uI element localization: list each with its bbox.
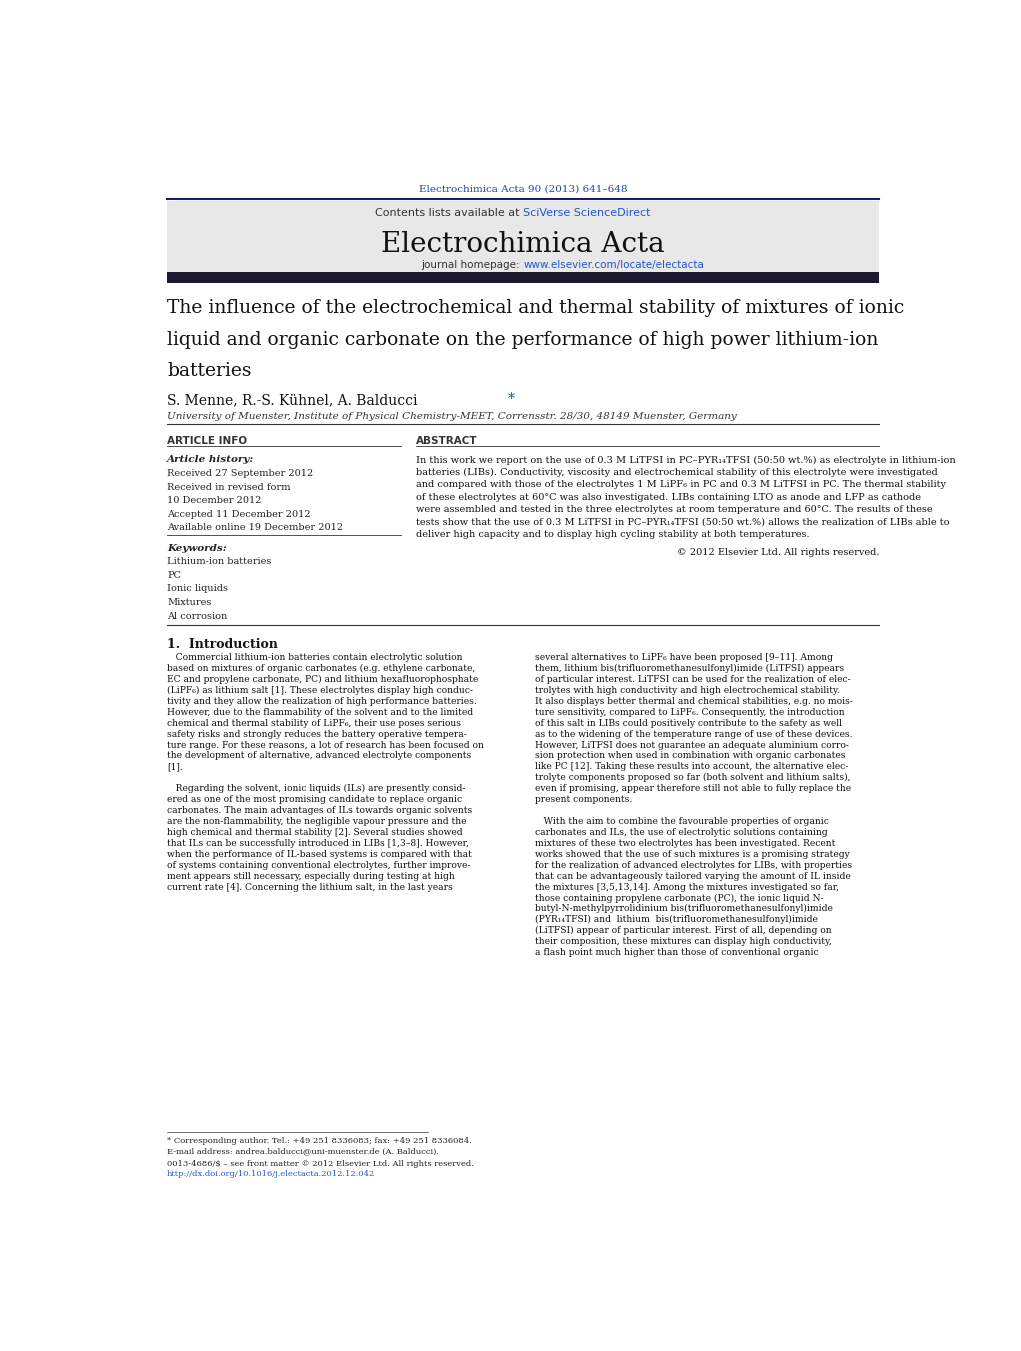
Text: © 2012 Elsevier Ltd. All rights reserved.: © 2012 Elsevier Ltd. All rights reserved… xyxy=(677,549,879,557)
Text: them, lithium bis(trifluoromethanesulfonyl)imide (LiTFSI) appears: them, lithium bis(trifluoromethanesulfon… xyxy=(535,665,844,673)
Text: a flash point much higher than those of conventional organic: a flash point much higher than those of … xyxy=(535,948,819,957)
Text: the mixtures [3,5,13,14]. Among the mixtures investigated so far,: the mixtures [3,5,13,14]. Among the mixt… xyxy=(535,882,839,892)
Text: the development of alternative, advanced electrolyte components: the development of alternative, advanced… xyxy=(167,751,472,761)
Text: chemical and thermal stability of LiPF₆, their use poses serious: chemical and thermal stability of LiPF₆,… xyxy=(167,719,461,728)
Text: Electrochimica Acta 90 (2013) 641–648: Electrochimica Acta 90 (2013) 641–648 xyxy=(419,185,628,195)
Text: trolyte components proposed so far (both solvent and lithium salts),: trolyte components proposed so far (both… xyxy=(535,773,850,782)
Text: of these electrolytes at 60°C was also investigated. LIBs containing LTO as anod: of these electrolytes at 60°C was also i… xyxy=(417,493,921,503)
Text: of particular interest. LiTFSI can be used for the realization of elec-: of particular interest. LiTFSI can be us… xyxy=(535,676,850,684)
Text: when the performance of IL-based systems is compared with that: when the performance of IL-based systems… xyxy=(167,850,472,859)
Text: (PYR₁₄TFSI) and  lithium  bis(trifluoromethanesulfonyl)imide: (PYR₁₄TFSI) and lithium bis(trifluoromet… xyxy=(535,915,818,924)
Text: are the non-flammability, the negligible vapour pressure and the: are the non-flammability, the negligible… xyxy=(167,817,467,825)
Text: liquid and organic carbonate on the performance of high power lithium-ion: liquid and organic carbonate on the perf… xyxy=(167,331,878,349)
Text: * Corresponding author. Tel.: +49 251 8336083; fax: +49 251 8336084.: * Corresponding author. Tel.: +49 251 83… xyxy=(167,1136,472,1144)
Text: Available online 19 December 2012: Available online 19 December 2012 xyxy=(167,523,343,532)
Text: Commercial lithium-ion batteries contain electrolytic solution: Commercial lithium-ion batteries contain… xyxy=(167,653,463,662)
Text: butyl-N-methylpyrrolidinium bis(trifluoromethanesulfonyl)imide: butyl-N-methylpyrrolidinium bis(trifluor… xyxy=(535,904,833,913)
Text: that ILs can be successfully introduced in LIBs [1,3–8]. However,: that ILs can be successfully introduced … xyxy=(167,839,469,848)
Text: Keywords:: Keywords: xyxy=(167,544,227,553)
Text: Received in revised form: Received in revised form xyxy=(167,482,291,492)
Text: batteries: batteries xyxy=(167,362,252,380)
Text: ture sensitivity, compared to LiPF₆. Consequently, the introduction: ture sensitivity, compared to LiPF₆. Con… xyxy=(535,708,844,717)
Text: deliver high capacity and to display high cycling stability at both temperatures: deliver high capacity and to display hig… xyxy=(417,531,810,539)
Text: based on mixtures of organic carbonates (e.g. ethylene carbonate,: based on mixtures of organic carbonates … xyxy=(167,665,476,673)
Text: tivity and they allow the realization of high performance batteries.: tivity and they allow the realization of… xyxy=(167,697,477,705)
Text: safety risks and strongly reduces the battery operative tempera-: safety risks and strongly reduces the ba… xyxy=(167,730,467,739)
Text: With the aim to combine the favourable properties of organic: With the aim to combine the favourable p… xyxy=(535,817,829,825)
Text: carbonates and ILs, the use of electrolytic solutions containing: carbonates and ILs, the use of electroly… xyxy=(535,828,828,836)
Text: Mixtures: Mixtures xyxy=(167,598,211,607)
Text: current rate [4]. Concerning the lithium salt, in the last years: current rate [4]. Concerning the lithium… xyxy=(167,882,453,892)
Text: Received 27 September 2012: Received 27 September 2012 xyxy=(167,469,313,478)
Text: E-mail address: andrea.balducci@uni-muenster.de (A. Balducci).: E-mail address: andrea.balducci@uni-muen… xyxy=(167,1147,439,1155)
Text: PC: PC xyxy=(167,571,181,580)
Text: 10 December 2012: 10 December 2012 xyxy=(167,496,261,505)
Text: It also displays better thermal and chemical stabilities, e.g. no mois-: It also displays better thermal and chem… xyxy=(535,697,854,705)
Text: (LiPF₆) as lithium salt [1]. These electrolytes display high conduc-: (LiPF₆) as lithium salt [1]. These elect… xyxy=(167,686,473,694)
Text: ture range. For these reasons, a lot of research has been focused on: ture range. For these reasons, a lot of … xyxy=(167,740,484,750)
Text: journal homepage:: journal homepage: xyxy=(422,259,523,270)
Text: [1].: [1]. xyxy=(167,762,183,771)
Text: University of Muenster, Institute of Physical Chemistry-MEET, Corrensstr. 28/30,: University of Muenster, Institute of Phy… xyxy=(167,412,737,420)
Text: Article history:: Article history: xyxy=(167,455,254,465)
Text: However, due to the flammability of the solvent and to the limited: However, due to the flammability of the … xyxy=(167,708,474,717)
Text: sion protection when used in combination with organic carbonates: sion protection when used in combination… xyxy=(535,751,845,761)
Text: mixtures of these two electrolytes has been investigated. Recent: mixtures of these two electrolytes has b… xyxy=(535,839,835,848)
Text: trolytes with high conductivity and high electrochemical stability.: trolytes with high conductivity and high… xyxy=(535,686,840,694)
Text: *: * xyxy=(507,392,515,407)
Text: Electrochimica Acta: Electrochimica Acta xyxy=(382,231,665,258)
Text: Regarding the solvent, ionic liquids (ILs) are presently consid-: Regarding the solvent, ionic liquids (IL… xyxy=(167,784,466,793)
Text: as to the widening of the temperature range of use of these devices.: as to the widening of the temperature ra… xyxy=(535,730,853,739)
Text: Ionic liquids: Ionic liquids xyxy=(167,585,228,593)
Text: those containing propylene carbonate (PC), the ionic liquid N-: those containing propylene carbonate (PC… xyxy=(535,893,824,902)
Text: In this work we report on the use of 0.3 M LiTFSI in PC–PYR₁₄TFSI (50:50 wt.%) a: In this work we report on the use of 0.3… xyxy=(417,455,956,465)
Text: The influence of the electrochemical and thermal stability of mixtures of ionic: The influence of the electrochemical and… xyxy=(167,300,905,317)
Text: ABSTRACT: ABSTRACT xyxy=(417,436,478,446)
Text: works showed that the use of such mixtures is a promising strategy: works showed that the use of such mixtur… xyxy=(535,850,849,859)
Text: even if promising, appear therefore still not able to fully replace the: even if promising, appear therefore stil… xyxy=(535,784,852,793)
Text: SciVerse ScienceDirect: SciVerse ScienceDirect xyxy=(523,208,650,218)
Text: Al corrosion: Al corrosion xyxy=(167,612,228,620)
Text: were assembled and tested in the three electrolytes at room temperature and 60°C: were assembled and tested in the three e… xyxy=(417,505,933,515)
Text: ARTICLE INFO: ARTICLE INFO xyxy=(167,436,247,446)
Text: of systems containing conventional electrolytes, further improve-: of systems containing conventional elect… xyxy=(167,861,471,870)
Text: of this salt in LIBs could positively contribute to the safety as well: of this salt in LIBs could positively co… xyxy=(535,719,842,728)
Text: that can be advantageously tailored varying the amount of IL inside: that can be advantageously tailored vary… xyxy=(535,871,850,881)
Text: present components.: present components. xyxy=(535,796,632,804)
Text: and compared with those of the electrolytes 1 M LiPF₆ in PC and 0.3 M LiTFSI in : and compared with those of the electroly… xyxy=(417,481,946,489)
Text: Lithium-ion batteries: Lithium-ion batteries xyxy=(167,558,272,566)
Text: like PC [12]. Taking these results into account, the alternative elec-: like PC [12]. Taking these results into … xyxy=(535,762,848,771)
Text: www.elsevier.com/locate/electacta: www.elsevier.com/locate/electacta xyxy=(523,259,704,270)
FancyBboxPatch shape xyxy=(167,200,879,273)
Text: http://dx.doi.org/10.1016/j.electacta.2012.12.042: http://dx.doi.org/10.1016/j.electacta.20… xyxy=(167,1170,376,1178)
Text: However, LiTFSI does not guarantee an adequate aluminium corro-: However, LiTFSI does not guarantee an ad… xyxy=(535,740,849,750)
Text: S. Menne, R.-S. Kühnel, A. Balducci: S. Menne, R.-S. Kühnel, A. Balducci xyxy=(167,393,418,407)
Text: 1.  Introduction: 1. Introduction xyxy=(167,638,278,651)
FancyBboxPatch shape xyxy=(167,273,879,282)
Text: for the realization of advanced electrolytes for LIBs, with properties: for the realization of advanced electrol… xyxy=(535,861,853,870)
Text: high chemical and thermal stability [2]. Several studies showed: high chemical and thermal stability [2].… xyxy=(167,828,463,836)
Text: Accepted 11 December 2012: Accepted 11 December 2012 xyxy=(167,509,310,519)
Text: Contents lists available at: Contents lists available at xyxy=(376,208,523,218)
Text: several alternatives to LiPF₆ have been proposed [9–11]. Among: several alternatives to LiPF₆ have been … xyxy=(535,653,833,662)
Text: carbonates. The main advantages of ILs towards organic solvents: carbonates. The main advantages of ILs t… xyxy=(167,807,473,815)
Text: ered as one of the most promising candidate to replace organic: ered as one of the most promising candid… xyxy=(167,796,463,804)
Text: EC and propylene carbonate, PC) and lithium hexafluorophosphate: EC and propylene carbonate, PC) and lith… xyxy=(167,676,479,684)
Text: (LiTFSI) appear of particular interest. First of all, depending on: (LiTFSI) appear of particular interest. … xyxy=(535,927,832,935)
Text: tests show that the use of 0.3 M LiTFSI in PC–PYR₁₄TFSI (50:50 wt.%) allows the : tests show that the use of 0.3 M LiTFSI … xyxy=(417,517,950,527)
Text: 0013-4686/$ – see front matter © 2012 Elsevier Ltd. All rights reserved.: 0013-4686/$ – see front matter © 2012 El… xyxy=(167,1159,474,1167)
Text: batteries (LIBs). Conductivity, viscosity and electrochemical stability of this : batteries (LIBs). Conductivity, viscosit… xyxy=(417,467,938,477)
Text: ment appears still necessary, especially during testing at high: ment appears still necessary, especially… xyxy=(167,871,455,881)
Text: their composition, these mixtures can display high conductivity,: their composition, these mixtures can di… xyxy=(535,938,832,946)
